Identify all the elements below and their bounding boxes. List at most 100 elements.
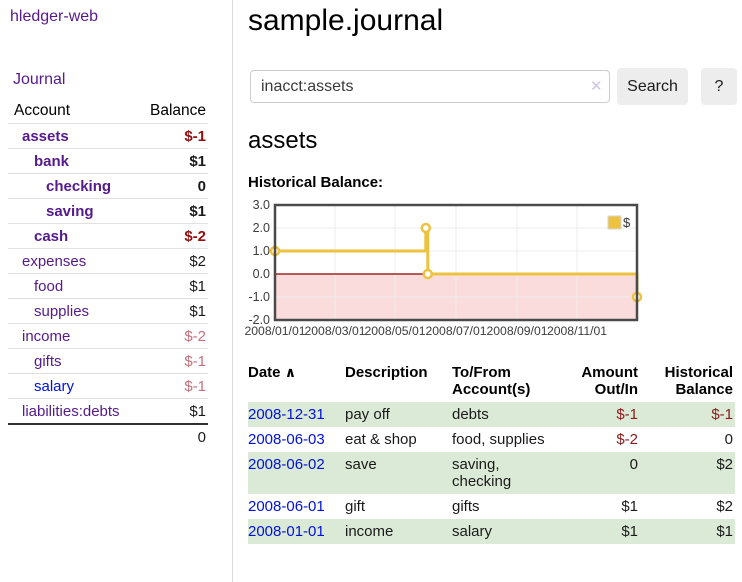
data-point-markers <box>269 222 643 303</box>
svg-text:1.0: 1.0 <box>253 244 270 258</box>
account-link-income[interactable]: income <box>22 328 71 345</box>
transaction-balance: $-1 <box>640 402 735 427</box>
search-button[interactable]: Search <box>617 68 688 105</box>
account-row-gifts: gifts $-1 <box>8 348 208 374</box>
account-balance: $2 <box>138 248 208 274</box>
account-link-supplies[interactable]: supplies <box>34 303 90 320</box>
transaction-amount: 0 <box>562 452 640 494</box>
transaction-balance: 0 <box>724 431 733 448</box>
account-row-liabilities-debts: liabilities:debts $1 <box>8 398 208 424</box>
main-content: sample.journal ✕ Search ? assets Histori… <box>245 0 742 582</box>
transaction-date-link[interactable]: 2008-01-01 <box>248 523 325 540</box>
account-link-gifts[interactable]: gifts <box>34 353 62 370</box>
tofrom-column-header: To/From Account(s) <box>452 364 531 398</box>
search-form: ✕ Search ? <box>248 68 742 105</box>
transaction-row: 2008-12-31 pay off debts $-1 $-1 <box>248 402 735 427</box>
account-link-bank[interactable]: bank <box>34 153 70 170</box>
transaction-accounts: gifts <box>452 498 480 515</box>
svg-text:2.0: 2.0 <box>253 221 270 235</box>
legend-label: $ <box>623 215 631 230</box>
transaction-row: 2008-06-01 gift gifts $1 $2 <box>248 494 735 519</box>
historical-balance-chart: $ 3.0 2.0 1.0 0.0 -1.0 -2.0 2008/01/01 2… <box>240 198 702 348</box>
transaction-description: eat & shop <box>345 431 417 448</box>
account-row-expenses: expenses $2 <box>8 248 208 274</box>
svg-text:3.0: 3.0 <box>253 200 270 212</box>
account-balance: $-2 <box>138 323 208 349</box>
accounts-table-header: Account Balance <box>8 98 208 124</box>
search-input[interactable] <box>250 70 610 103</box>
gridlines <box>275 205 637 320</box>
account-link-cash[interactable]: cash <box>34 228 69 245</box>
svg-text:-2.0: -2.0 <box>248 313 270 327</box>
transaction-date-link[interactable]: 2008-12-31 <box>248 406 325 423</box>
svg-text:-1.0: -1.0 <box>248 290 270 304</box>
chart-legend: $ <box>607 215 631 230</box>
sidebar: hledger-web Journal Account Balance asse… <box>0 0 232 582</box>
transaction-amount: $-2 <box>616 431 638 448</box>
transaction-date-link[interactable]: 2008-06-03 <box>248 431 325 448</box>
account-heading: assets <box>248 127 318 154</box>
y-axis-labels: 3.0 2.0 1.0 0.0 -1.0 -2.0 <box>248 198 270 327</box>
svg-text:2008/09/01: 2008/09/01 <box>487 324 548 338</box>
transaction-row: 2008-06-02 save saving, checking 0 $2 <box>248 452 735 494</box>
account-link-expenses[interactable]: expenses <box>22 253 87 270</box>
balance-column-header: Balance <box>149 102 206 119</box>
transaction-accounts: debts <box>452 402 562 427</box>
svg-text:2008/05/01: 2008/05/01 <box>365 324 426 338</box>
svg-text:2008/07/01: 2008/07/01 <box>426 324 487 338</box>
register-table: Date ∧ Description To/From Account(s) Am… <box>248 360 735 544</box>
account-row-saving: saving $1 <box>8 198 208 224</box>
chart-svg: $ 3.0 2.0 1.0 0.0 -1.0 -2.0 2008/01/01 2… <box>245 198 643 338</box>
account-link-checking[interactable]: checking <box>46 178 112 195</box>
account-link-food[interactable]: food <box>34 278 64 295</box>
account-balance: $1 <box>138 198 208 224</box>
account-row-bank: bank $1 <box>8 148 208 174</box>
date-column-header[interactable]: Date ∧ <box>248 364 297 381</box>
sidebar-item-journal[interactable]: Journal <box>13 71 66 88</box>
account-row-cash: cash $-2 <box>8 223 208 249</box>
account-link-liabilities-debts[interactable]: liabilities:debts <box>22 403 120 420</box>
transaction-amount: $1 <box>621 498 638 515</box>
account-balance: $-1 <box>138 123 208 149</box>
transaction-accounts: saving, checking <box>452 452 562 494</box>
transaction-description: pay off <box>345 402 452 427</box>
transaction-date-link[interactable]: 2008-06-02 <box>248 456 325 473</box>
clear-search-icon[interactable]: ✕ <box>590 78 603 95</box>
page-title: sample.journal <box>248 4 444 37</box>
amount-column-header: Amount Out/In <box>581 364 638 398</box>
account-balance: $1 <box>138 148 208 174</box>
account-row-salary: salary $-1 <box>8 373 208 399</box>
account-row-supplies: supplies $1 <box>8 298 208 324</box>
transaction-balance: $1 <box>640 519 735 544</box>
description-column-header: Description <box>345 364 428 381</box>
account-balance: $1 <box>138 298 208 324</box>
balance-column-header: Historical Balance <box>664 364 733 398</box>
transaction-amount: $-1 <box>562 402 640 427</box>
legend-swatch <box>607 215 622 230</box>
account-link-saving[interactable]: saving <box>46 203 94 220</box>
account-balance: $1 <box>138 398 208 424</box>
transaction-accounts: salary <box>452 519 562 544</box>
chart-title: Historical Balance: <box>248 174 384 191</box>
account-balance: $-1 <box>138 373 208 399</box>
help-button[interactable]: ? <box>701 68 737 105</box>
account-row-checking: checking 0 <box>8 173 208 199</box>
account-row-assets: assets $-1 <box>8 123 208 149</box>
app-title-link[interactable]: hledger-web <box>10 8 99 25</box>
transaction-description: income <box>345 519 452 544</box>
account-balance: $-1 <box>138 348 208 374</box>
transaction-description: gift <box>345 498 366 515</box>
account-row-income: income $-2 <box>8 323 208 349</box>
svg-text:2008/01/01: 2008/01/01 <box>245 324 306 338</box>
plot-border <box>273 203 639 322</box>
transaction-row: 2008-06-03 eat & shop food, supplies $-2… <box>248 427 735 452</box>
account-balance: 0 <box>138 173 208 199</box>
transaction-date-link[interactable]: 2008-06-01 <box>248 498 325 515</box>
account-link-assets[interactable]: assets <box>22 128 69 145</box>
x-axis-labels: 2008/01/01 2008/03/01 2008/05/01 2008/07… <box>245 324 608 338</box>
account-link-salary[interactable]: salary <box>34 378 75 395</box>
accounts-table: Account Balance assets $-1 bank $1 check… <box>8 98 208 449</box>
svg-text:0.0: 0.0 <box>253 267 270 281</box>
sidebar-divider <box>232 0 233 582</box>
